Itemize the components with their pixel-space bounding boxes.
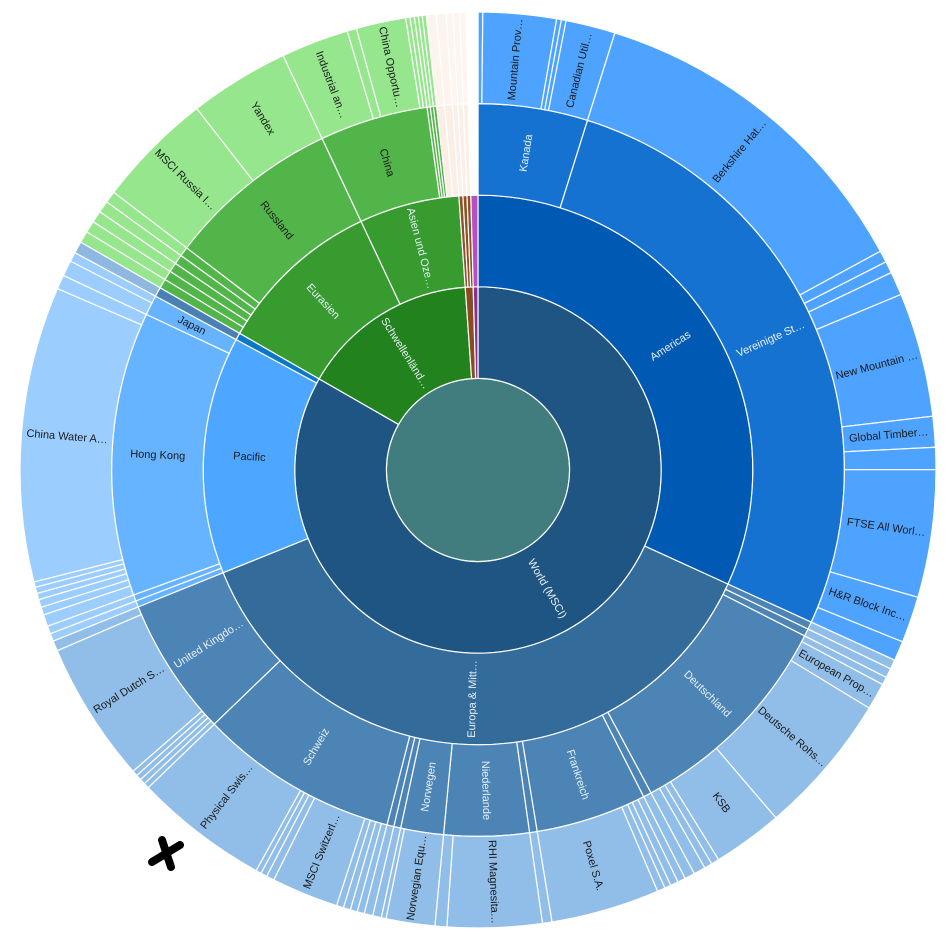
sunburst-center[interactable] [385, 377, 571, 563]
segment-sliver[interactable] [467, 102, 479, 196]
segment-rhi-magnesita[interactable] [446, 832, 544, 929]
sunburst-segments [19, 11, 937, 929]
segment-sliver[interactable] [843, 446, 937, 471]
segment-sliver[interactable] [465, 11, 479, 105]
x-mark-icon [148, 836, 184, 871]
segment-niederlande[interactable] [442, 741, 531, 837]
